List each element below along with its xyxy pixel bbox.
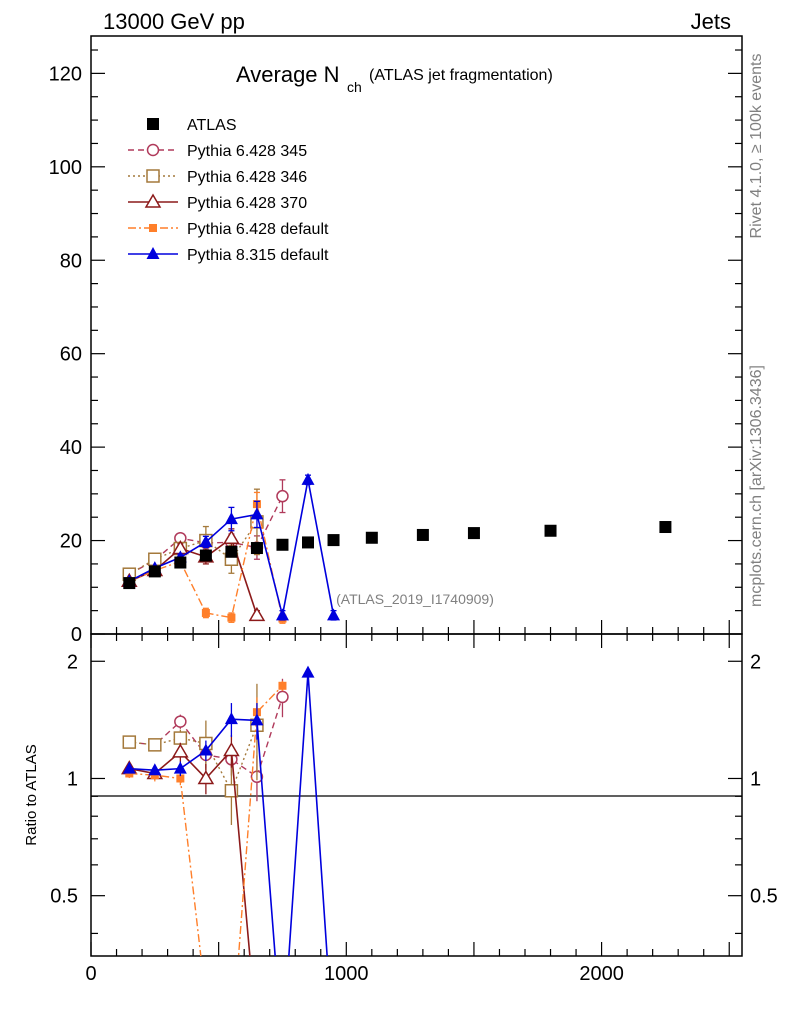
ratio-point	[122, 761, 136, 774]
y-tick-label-upper: 40	[60, 437, 82, 459]
legend-label: ATLAS	[187, 117, 237, 134]
data-point	[276, 489, 289, 503]
axis-ticks	[90, 49, 742, 956]
legend: ATLAS Pythia 6.428 345 Pythia 6.428 346 Pyt…	[128, 117, 329, 264]
ratio-point	[276, 690, 289, 704]
ratio-point	[301, 665, 315, 678]
ratio-point	[174, 715, 187, 728]
legend-marker	[144, 193, 162, 208]
legend-entry-pdef: Pythia 6.428 default	[128, 221, 329, 238]
legend-label: Pythia 6.428 370	[187, 195, 307, 212]
ratio-point	[199, 743, 213, 756]
data-point	[301, 472, 315, 485]
ratio-point	[176, 774, 185, 783]
ratio-point	[148, 763, 162, 776]
ratio-line	[129, 724, 258, 793]
legend-label: Pythia 6.428 default	[187, 221, 329, 238]
data-point	[227, 613, 236, 622]
data-point	[276, 538, 289, 551]
ratio-point	[148, 738, 162, 752]
data-point	[467, 527, 480, 540]
x-tick-label: 0	[85, 963, 96, 985]
y-tick-label-lower: 0.5	[50, 886, 78, 908]
y-tick-label-lower-right: 1	[750, 768, 761, 790]
data-point	[365, 531, 378, 544]
legend-label: Pythia 6.428 345	[187, 143, 307, 160]
plot-title: Average N ch (ATLAS jet fragmentation)	[236, 62, 553, 95]
legend-marker	[146, 247, 160, 259]
data-point	[250, 507, 264, 520]
legend-entry-p8: Pythia 8.315 default	[128, 247, 329, 264]
y-tick-label-upper: 0	[71, 624, 82, 646]
title-sub: ch	[347, 79, 362, 95]
data-point	[327, 608, 341, 621]
title-main: Average N	[236, 62, 340, 87]
data-point	[174, 556, 187, 569]
data-point	[199, 534, 213, 547]
legend-marker	[146, 169, 160, 183]
y-tick-label-upper: 120	[49, 63, 82, 85]
rivet-label: Rivet 4.1.0, ≥ 100k events	[748, 54, 765, 239]
y-tick-label-upper: 20	[60, 531, 82, 553]
y-tick-label-lower-right: 2	[750, 651, 761, 673]
y-tick-label-upper: 60	[60, 344, 82, 366]
lower-ylabel: Ratio to ATLAS	[23, 744, 40, 845]
header-right: Jets	[691, 9, 731, 34]
x-tick-label: 2000	[579, 963, 624, 985]
legend-label: Pythia 6.428 346	[187, 169, 307, 186]
data-point	[248, 606, 266, 622]
data-point	[416, 528, 429, 541]
data-point	[123, 577, 136, 590]
title-extra: (ATLAS jet fragmentation)	[369, 67, 553, 84]
data-point	[302, 536, 314, 549]
data-point	[223, 529, 240, 544]
legend-marker	[149, 224, 157, 232]
series-p8-ratio	[122, 665, 328, 956]
legend-entry-p346: Pythia 6.428 346	[128, 169, 307, 186]
lower-series	[120, 665, 328, 956]
ratio-point	[122, 735, 137, 749]
mcplots-label: mcplots.cern.ch [arXiv:1306.3436]	[748, 365, 765, 607]
ratio-point	[173, 731, 188, 745]
data-point	[327, 534, 340, 547]
y-tick-label-lower: 1	[67, 768, 78, 790]
legend-marker	[146, 143, 160, 157]
legend-label: Pythia 8.315 default	[187, 247, 329, 264]
header-left: 13000 GeV pp	[103, 9, 245, 34]
ratio-point	[250, 713, 264, 726]
legend-marker	[147, 118, 159, 130]
x-tick-label: 1000	[324, 963, 369, 985]
ratio-point	[223, 742, 240, 757]
data-point	[250, 542, 263, 555]
legend-entry-atlas: ATLAS	[147, 117, 237, 134]
data-point	[224, 512, 238, 525]
data-point	[201, 608, 210, 617]
series-line	[128, 521, 258, 575]
ratio-point	[224, 712, 238, 725]
data-point	[199, 549, 212, 562]
ratio-point	[197, 769, 215, 785]
y-tick-label-upper: 100	[49, 157, 82, 179]
data-point	[659, 521, 672, 534]
lower-frame	[90, 633, 743, 957]
tick-labels: 0 1000 2000 0 20 40 60 80 100 120 0.5 0.5 1 1 2 2	[49, 63, 778, 985]
y-tick-label-lower: 2	[67, 651, 78, 673]
ratio-point	[172, 743, 189, 758]
ratio-point	[278, 681, 287, 690]
data-point	[275, 608, 289, 621]
watermark: (ATLAS_2019_I1740909)	[336, 591, 494, 607]
series-p346-ratio	[122, 683, 264, 825]
legend-entry-p370: Pythia 6.428 370	[128, 193, 307, 212]
legend-entry-p345: Pythia 6.428 345	[128, 143, 307, 160]
data-point	[544, 524, 557, 537]
y-tick-label-upper: 80	[60, 250, 82, 272]
upper-series	[120, 472, 672, 624]
series-atlas-upper	[123, 521, 672, 590]
ratio-point	[173, 761, 187, 774]
data-point	[225, 545, 238, 558]
data-point	[148, 565, 161, 578]
series-p346-upper	[122, 488, 264, 581]
y-tick-label-lower-right: 0.5	[750, 886, 778, 908]
